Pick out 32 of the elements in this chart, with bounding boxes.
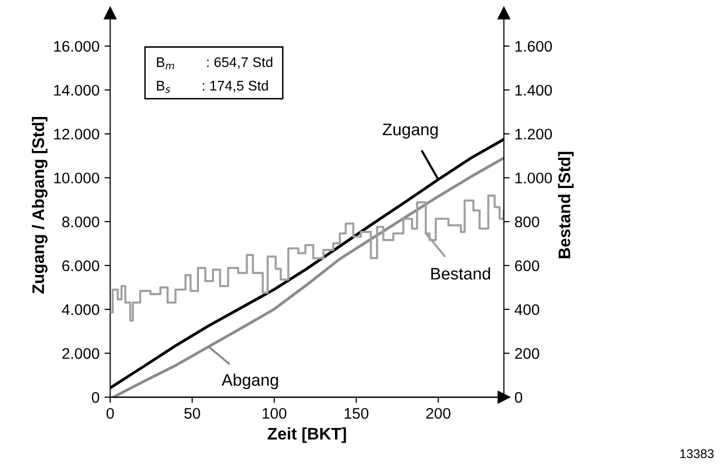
legend-label: Bestand xyxy=(431,267,490,280)
y-tick-label: 0 xyxy=(92,392,100,403)
text: B$_{s}$ : 174,5 Std xyxy=(157,80,268,93)
text: B$_{m}$ : 654,7 Std xyxy=(157,56,272,70)
y-tick-label: 12.000 xyxy=(54,128,100,140)
y2-tick-label: 600 xyxy=(515,260,540,272)
y-axis-title: Zugang / Abgang [Std] xyxy=(32,117,48,294)
x-axis-title: Zeit [BKT] xyxy=(268,427,346,443)
text: 13383 xyxy=(680,449,714,458)
y2-tick-label: 1.000 xyxy=(515,172,552,184)
y2-tick-label: 800 xyxy=(514,216,540,228)
y2-tick-label: 1.600 xyxy=(515,40,552,52)
y-tick-label: 2.000 xyxy=(62,348,100,359)
x-tick-label: 100 xyxy=(262,408,286,419)
x-tick-label: 50 xyxy=(184,408,200,419)
y2-tick-label: 1.200 xyxy=(515,128,552,140)
x-tick-label: 200 xyxy=(426,408,450,419)
x-tick-label: 0 xyxy=(106,408,114,419)
y2-tick-label: 1.400 xyxy=(515,84,552,96)
y-tick-label: 8.000 xyxy=(62,216,100,228)
y-tick-label: 10.000 xyxy=(54,172,100,184)
y-tick-label: 16.000 xyxy=(54,40,100,52)
y2-axis-title: Bestand [Std] xyxy=(558,152,574,258)
y-tick-label: 14.000 xyxy=(54,84,100,96)
y-tick-label: 4.000 xyxy=(62,304,100,316)
legend-label: Abgang xyxy=(222,374,278,390)
x-tick-label: 150 xyxy=(344,408,368,419)
text: Zugang xyxy=(382,124,438,139)
y2-tick-label: 200 xyxy=(515,348,540,359)
y2-tick-label: 400 xyxy=(514,304,540,316)
y-tick-label: 6.000 xyxy=(62,260,100,272)
y2-tick-label: 0 xyxy=(514,392,522,403)
